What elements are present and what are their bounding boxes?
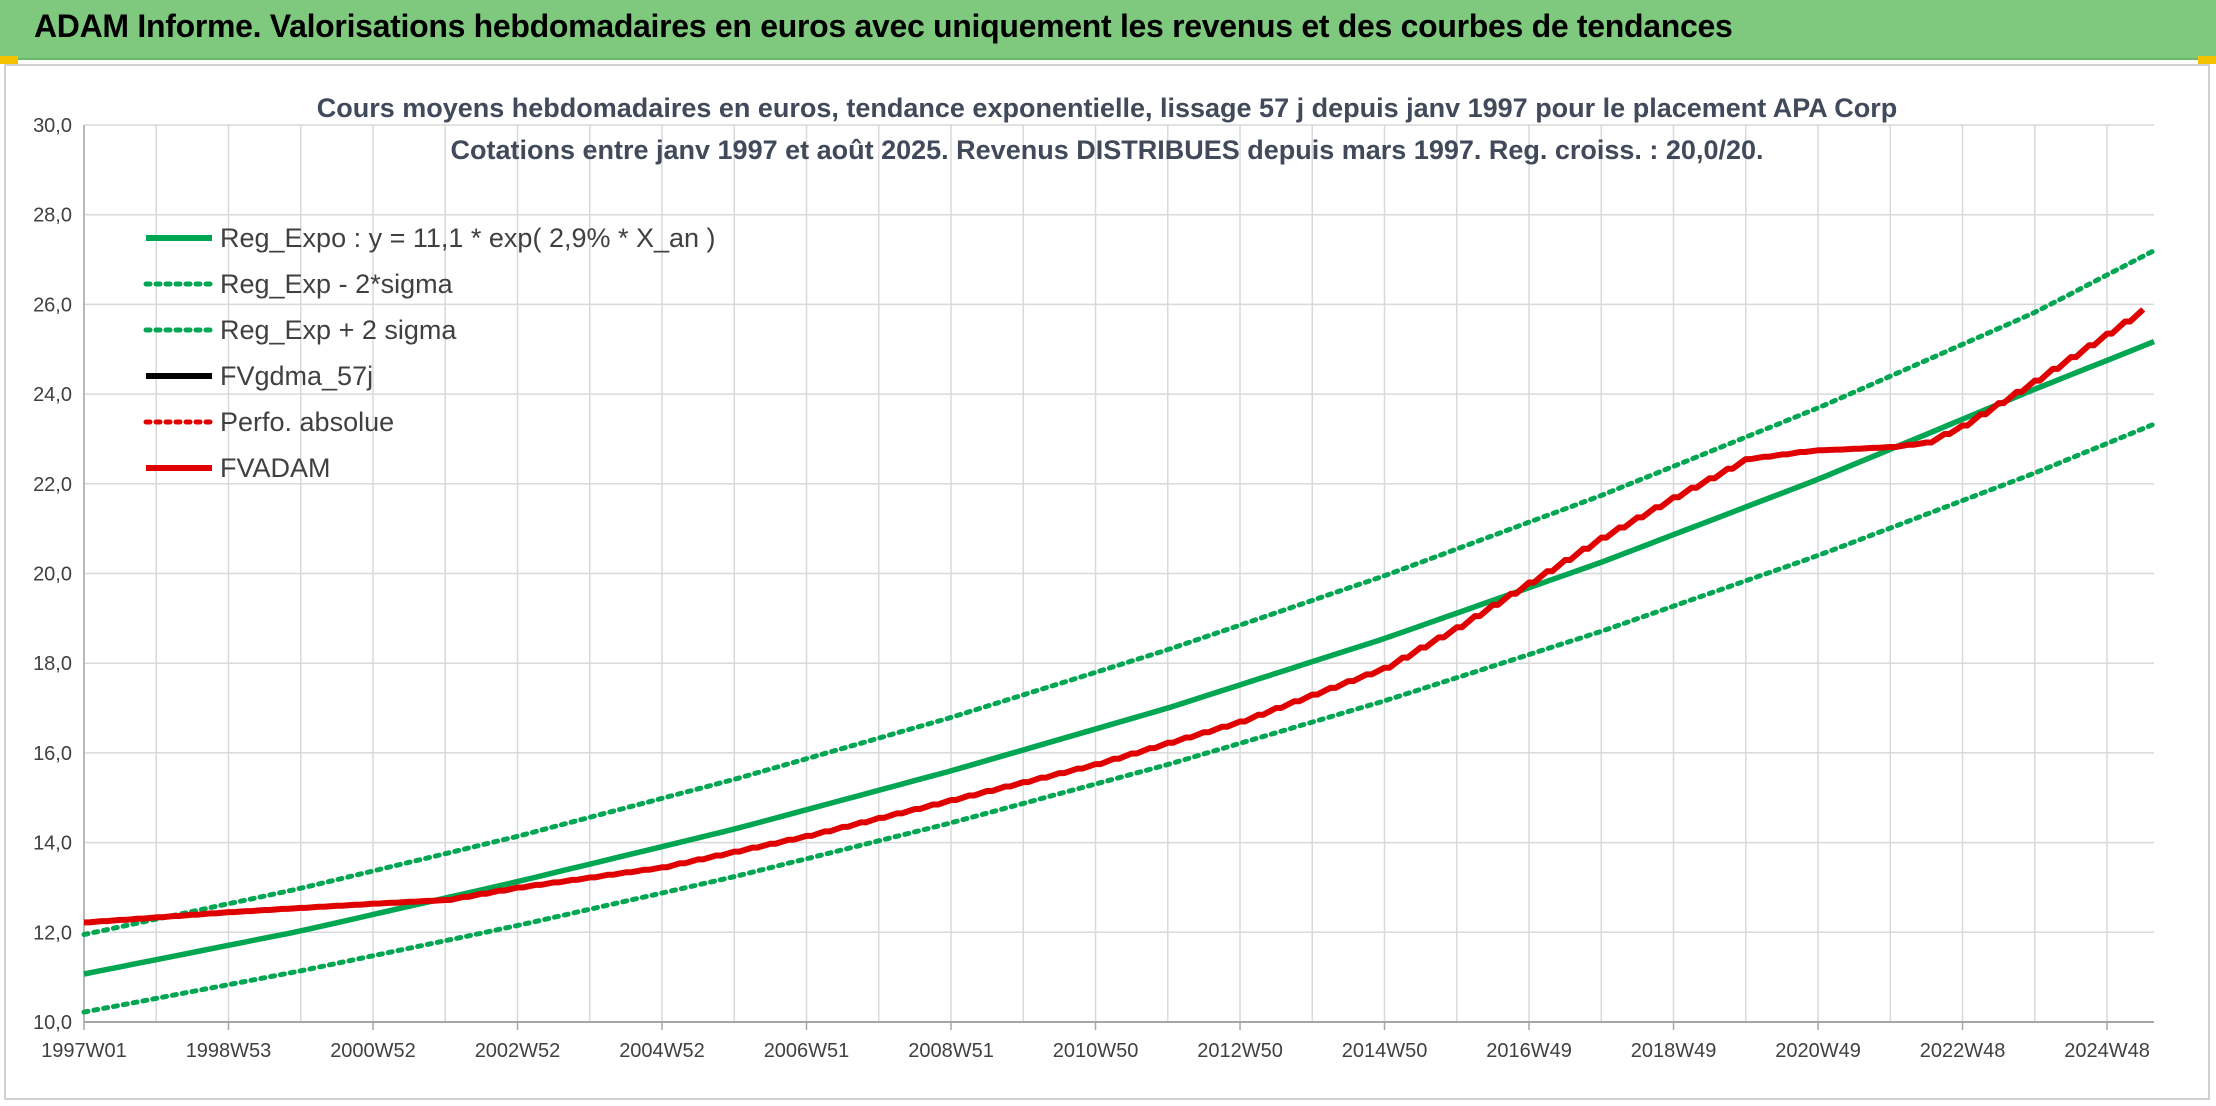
y-tick-label: 10,0 xyxy=(33,1012,72,1034)
axes: 10,0 12,0 14,0 16,0 18,0 20,0 22,0 24,0 26,0 28,0… xyxy=(33,115,2154,1062)
x-tick-label: 2010W50 xyxy=(1053,1040,1139,1062)
x-tick-label: 2014W50 xyxy=(1342,1040,1428,1062)
series-line-1 xyxy=(81,421,2157,1015)
x-tick-label: 2008W51 xyxy=(908,1040,994,1062)
x-tick-label: 2004W52 xyxy=(619,1040,705,1062)
y-tick-label: 30,0 xyxy=(33,115,72,137)
corner-marker-right xyxy=(2198,56,2216,64)
legend-label-4: Perfo. absolue xyxy=(220,407,394,437)
y-tick-label: 28,0 xyxy=(33,205,72,227)
x-tick-label: 2024W48 xyxy=(2064,1040,2150,1062)
legend: Reg_Expo : y = 11,1 * exp( 2,9% * X_an )… xyxy=(143,223,716,483)
y-tick-label: 20,0 xyxy=(33,564,72,586)
x-tick-label: 2018W49 xyxy=(1631,1040,1717,1062)
line-chart: 10,0 12,0 14,0 16,0 18,0 20,0 22,0 24,0 26,0 28,0… xyxy=(33,93,2157,1062)
y-tick-label: 18,0 xyxy=(33,653,72,675)
chart-title: Cours moyens hebdomadaires en euros, ten… xyxy=(317,93,1898,123)
y-tick-label: 22,0 xyxy=(33,474,72,496)
report-header: ADAM Informe. Valorisations hebdomadaire… xyxy=(0,0,2216,60)
legend-label-0: Reg_Expo : y = 11,1 * exp( 2,9% * X_an ) xyxy=(220,223,716,253)
series-lines xyxy=(81,248,2157,1015)
x-tick-label: 2022W48 xyxy=(1920,1040,2006,1062)
grid-lines xyxy=(83,124,2154,1023)
y-tick-label: 12,0 xyxy=(33,922,72,944)
y-tick-label: 16,0 xyxy=(33,743,72,765)
x-tick-label: 2016W49 xyxy=(1486,1040,1572,1062)
series-line-5 xyxy=(84,307,2146,926)
x-tick-label: 2000W52 xyxy=(330,1040,416,1062)
legend-label-3: FVgdma_57j xyxy=(220,361,373,391)
y-tick-label: 26,0 xyxy=(33,294,72,316)
series-line-2 xyxy=(81,248,2157,937)
report-title: ADAM Informe. Valorisations hebdomadaire… xyxy=(34,8,1733,44)
corner-marker-left xyxy=(0,56,18,64)
chart-container: 10,0 12,0 14,0 16,0 18,0 20,0 22,0 24,0 26,0 28,0… xyxy=(4,64,2210,1100)
series-line-0 xyxy=(83,339,2156,977)
x-tick-label: 2002W52 xyxy=(475,1040,561,1062)
legend-label-5: FVADAM xyxy=(220,453,331,483)
x-tick-label: 1998W53 xyxy=(186,1040,272,1062)
y-tick-label: 24,0 xyxy=(33,384,72,406)
chart-subtitle: Cotations entre janv 1997 et août 2025. … xyxy=(450,135,1763,165)
x-tick-label: 1997W01 xyxy=(41,1040,127,1062)
legend-label-1: Reg_Exp - 2*sigma xyxy=(220,269,454,299)
y-tick-label: 14,0 xyxy=(33,833,72,855)
x-tick-label: 2012W50 xyxy=(1197,1040,1283,1062)
x-tick-label: 2020W49 xyxy=(1775,1040,1861,1062)
legend-label-2: Reg_Exp + 2 sigma xyxy=(220,315,457,345)
x-tick-label: 2006W51 xyxy=(764,1040,850,1062)
